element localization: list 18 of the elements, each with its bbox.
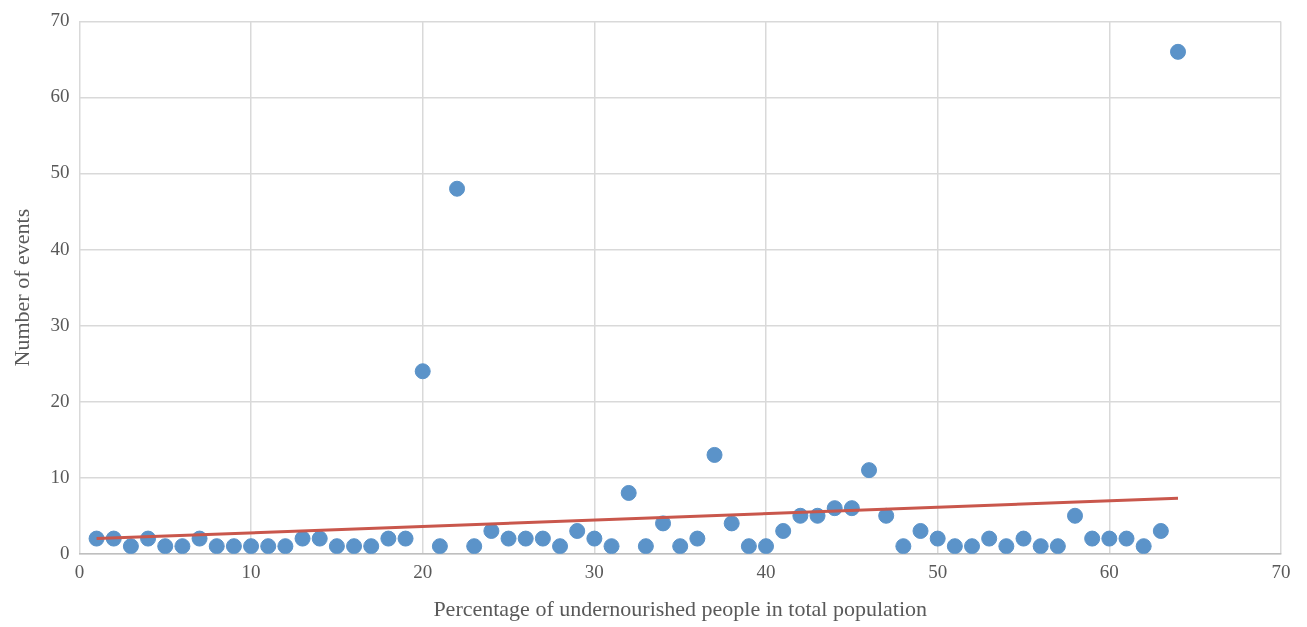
x-axis-title: Percentage of undernourished people in total population (433, 595, 928, 621)
y-tick-label: 10 (50, 465, 70, 487)
x-tick-label: 10 (241, 561, 261, 583)
x-tick-label: 20 (413, 561, 433, 583)
y-tick-label: 50 (50, 161, 70, 183)
y-axis-title: Number of events (8, 208, 34, 367)
x-tick-label: 50 (928, 561, 948, 583)
y-tick-label: 30 (50, 313, 70, 335)
y-tick-label: 20 (50, 389, 70, 411)
x-tick-label: 60 (1099, 561, 1119, 583)
x-tick-label: 30 (584, 561, 604, 583)
x-tick-label: 40 (756, 561, 776, 583)
y-tick-label: 0 (59, 541, 70, 563)
y-tick-label: 60 (50, 85, 70, 107)
y-tick-label: 40 (50, 237, 70, 259)
y-tick-label: 70 (50, 9, 70, 31)
x-tick-label: 70 (1271, 561, 1291, 583)
x-tick-label: 0 (74, 561, 85, 583)
